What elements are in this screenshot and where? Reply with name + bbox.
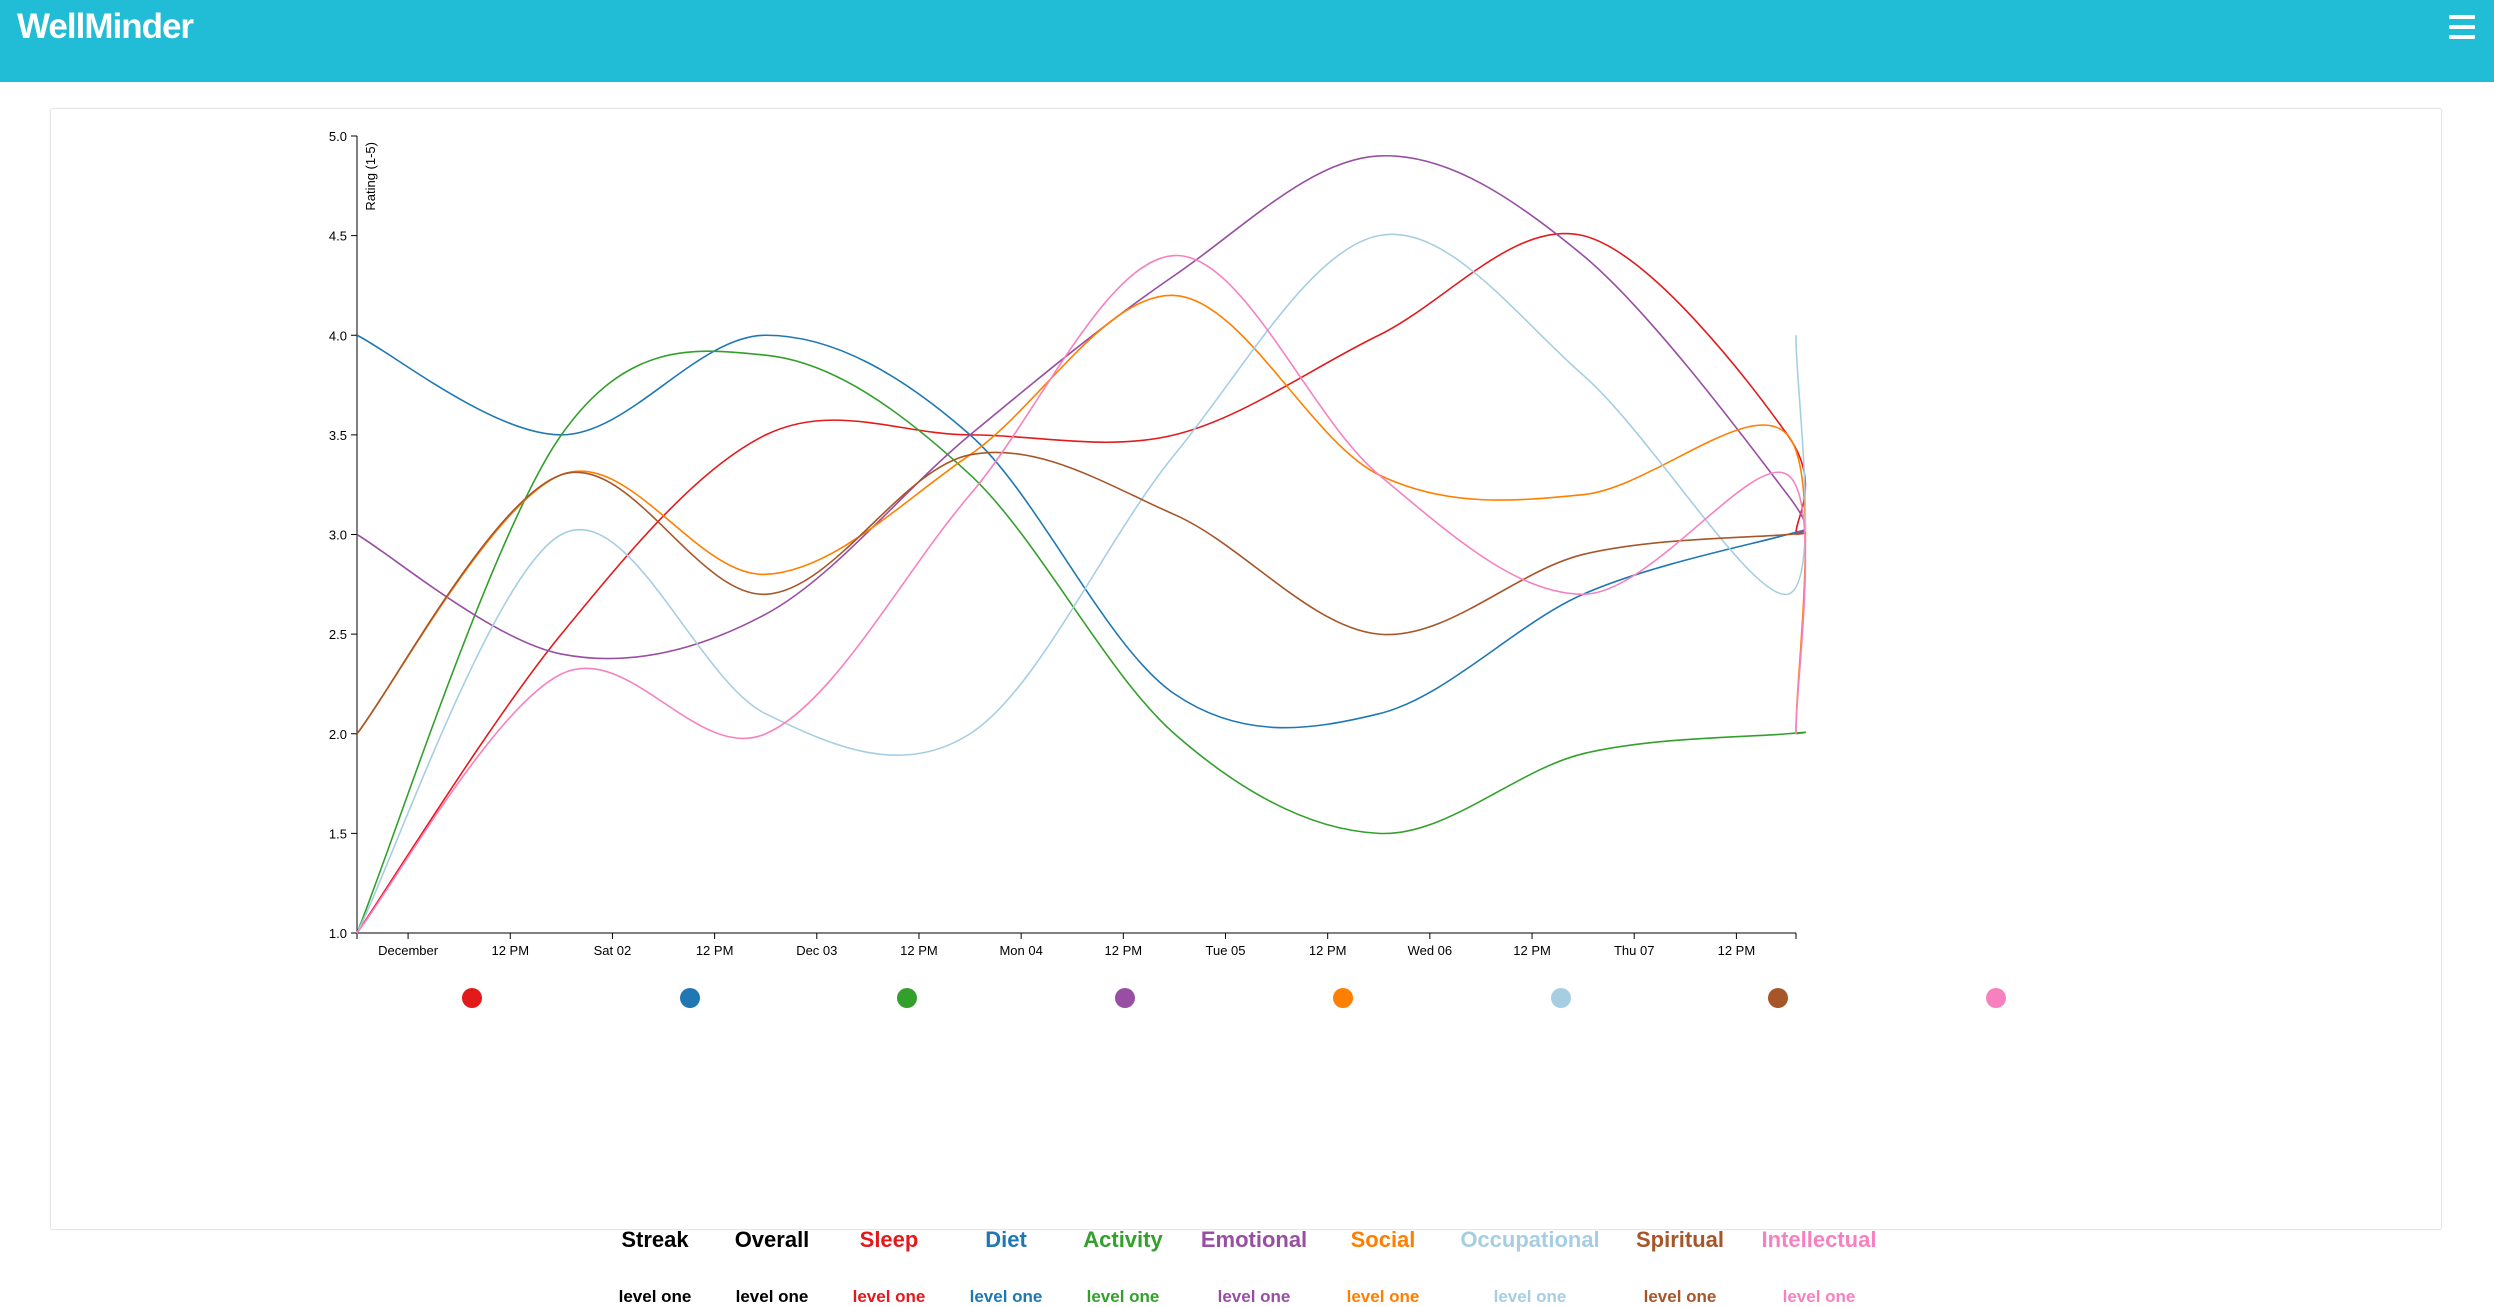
y-tick-label: 2.0 bbox=[329, 727, 347, 742]
stat-level: level one bbox=[1643, 1287, 1717, 1306]
stat-level: level one bbox=[1346, 1287, 1420, 1306]
top-navbar: WellMinder bbox=[0, 0, 2494, 82]
x-tick-label: Thu 07 bbox=[1614, 943, 1654, 958]
y-tick-label: 4.5 bbox=[329, 229, 347, 244]
stat-level: level one bbox=[1493, 1287, 1567, 1306]
series-toggle-dot-spiritual[interactable] bbox=[1768, 988, 1789, 1008]
menu-bar-bottom bbox=[2449, 35, 2475, 39]
stat-title: Spiritual bbox=[1635, 1227, 1724, 1252]
x-tick-label: December bbox=[378, 943, 439, 958]
series-toggle-dot-intellectual[interactable] bbox=[1985, 988, 2006, 1008]
x-tick-label: 12 PM bbox=[1513, 943, 1551, 958]
brand-logo[interactable]: WellMinder bbox=[17, 7, 194, 46]
x-tick-label: 12 PM bbox=[491, 943, 529, 958]
series-toggle-dot-activity[interactable] bbox=[897, 988, 918, 1008]
menu-bar-top bbox=[2449, 15, 2475, 19]
x-tick-label: Tue 05 bbox=[1206, 943, 1246, 958]
series-line-activity bbox=[356, 350, 1806, 934]
stat-occupational: Occupational level one bbox=[1450, 1225, 1610, 1307]
series-toggle-dot-sleep[interactable] bbox=[462, 988, 482, 1008]
series-line-intellectual bbox=[356, 254, 1807, 934]
stat-title: Social bbox=[1350, 1227, 1416, 1252]
x-tick-label: Dec 03 bbox=[796, 943, 837, 958]
ratings-line-chart: 1.0 1.5 2.0 2.5 3.0 3.5 4.0 4.5 5.0 Rating (1-5) D… bbox=[329, 129, 1807, 958]
series-line-emotional bbox=[356, 155, 1807, 660]
y-tick-label: 1.0 bbox=[329, 926, 347, 941]
stat-title: Occupational bbox=[1460, 1227, 1600, 1252]
y-axis-label: Rating (1-5) bbox=[363, 142, 378, 211]
x-tick-label: 12 PM bbox=[1718, 943, 1756, 958]
dashboard-card: 1.0 1.5 2.0 2.5 3.0 3.5 4.0 4.5 5.0 Rating (1-5) D… bbox=[50, 108, 2442, 1306]
series-line-sleep bbox=[356, 232, 1807, 934]
series-toggle-dot-diet[interactable] bbox=[679, 988, 700, 1008]
y-tick-label: 1.5 bbox=[329, 826, 347, 841]
stat-social: Social level one bbox=[1303, 1225, 1463, 1307]
series-toggle-dot-social[interactable] bbox=[1332, 988, 1353, 1008]
series-toggle-dot-emotional[interactable] bbox=[1115, 988, 1136, 1008]
x-tick-label: 12 PM bbox=[696, 943, 734, 958]
series-line-occupational bbox=[356, 233, 1807, 934]
stat-title: Intellectual bbox=[1761, 1227, 1877, 1252]
x-tick-label: 12 PM bbox=[1309, 943, 1347, 958]
stat-level: level one bbox=[1782, 1287, 1856, 1306]
stat-intellectual: Intellectual level one bbox=[1739, 1225, 1899, 1307]
x-tick-label: 12 PM bbox=[1105, 943, 1143, 958]
x-tick-label: 12 PM bbox=[900, 943, 938, 958]
x-tick-label: Wed 06 bbox=[1408, 943, 1453, 958]
x-tick-label: Sat 02 bbox=[594, 943, 632, 958]
series-line-diet bbox=[356, 334, 1806, 729]
y-tick-label: 5.0 bbox=[329, 129, 347, 144]
y-tick-label: 4.0 bbox=[329, 328, 347, 343]
series-line-spiritual bbox=[356, 451, 1806, 735]
hamburger-menu-icon[interactable] bbox=[2449, 15, 2475, 39]
y-tick-label: 3.5 bbox=[329, 428, 347, 443]
stat-spiritual: Spiritual level one bbox=[1600, 1225, 1760, 1307]
y-tick-label: 3.0 bbox=[329, 528, 347, 543]
series-toggle-dot-occupational[interactable] bbox=[1550, 988, 1571, 1008]
y-tick-label: 2.5 bbox=[329, 627, 347, 642]
series-line-social bbox=[356, 294, 1807, 735]
x-tick-label: Mon 04 bbox=[999, 943, 1042, 958]
menu-bar-middle bbox=[2449, 25, 2475, 29]
